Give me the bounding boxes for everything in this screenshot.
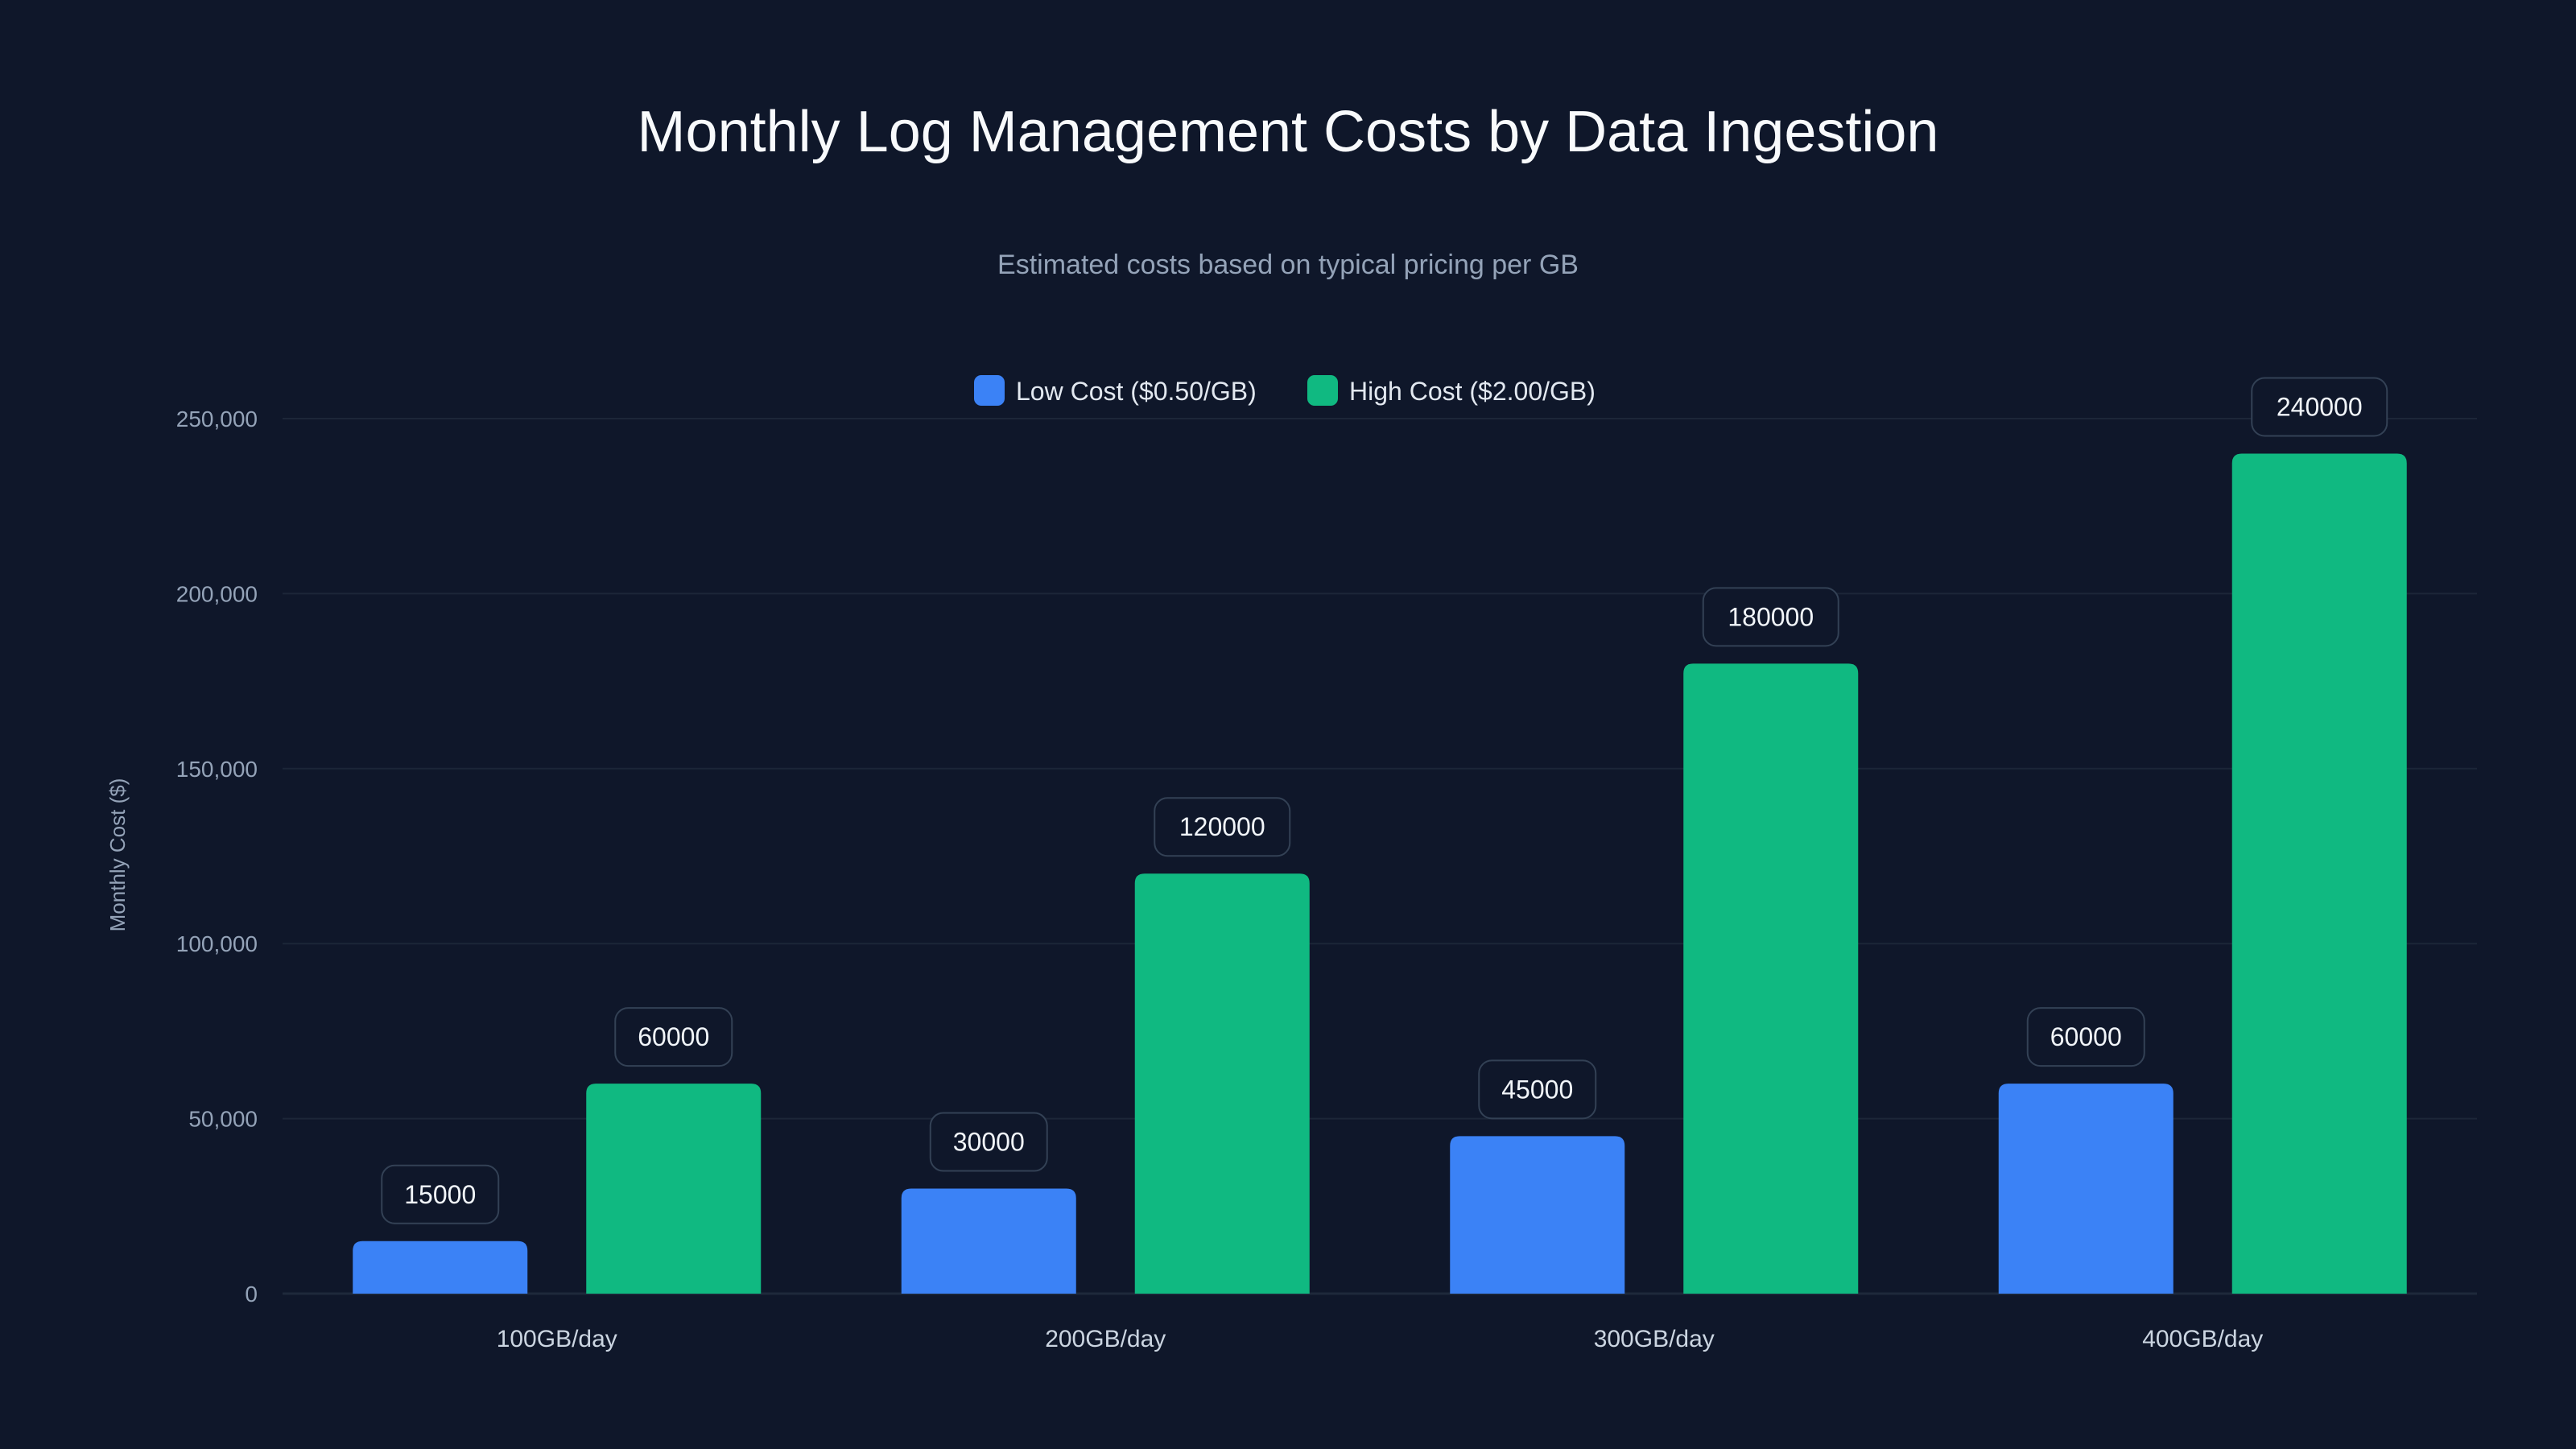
bar-high: [2231, 453, 2407, 1294]
data-label: 240000: [2277, 392, 2363, 421]
data-label: 180000: [1728, 602, 1814, 631]
data-label-box: [1154, 797, 1291, 857]
x-tick-label: 300GB/day: [1594, 1326, 1715, 1352]
data-label: 60000: [638, 1022, 709, 1051]
y-axis-title: Monthly Cost ($): [105, 778, 130, 932]
data-label-box: [929, 1112, 1048, 1172]
x-axis-ticks: 100GB/day 200GB/day 300GB/day 400GB/day: [497, 1326, 2264, 1352]
chart-title: Monthly Log Management Costs by Data Ing…: [638, 100, 1939, 164]
y-axis-ticks: 0 50,000 100,000 150,000 200,000 250,000: [176, 407, 258, 1307]
bar-high: [1683, 663, 1859, 1294]
bars: [353, 453, 2407, 1294]
data-label: 60000: [2050, 1022, 2122, 1051]
y-tick-label: 50,000: [188, 1107, 258, 1132]
x-tick-label: 200GB/day: [1045, 1326, 1166, 1352]
data-label: 45000: [1501, 1075, 1573, 1104]
legend-swatch: [1307, 375, 1338, 406]
data-label-box: [1478, 1059, 1597, 1120]
x-tick-label: 400GB/day: [2142, 1326, 2263, 1352]
legend-swatch: [974, 375, 1005, 406]
data-labels: 15000 60000 30000 120000 45000 180000 60000 240…: [381, 377, 2388, 1224]
legend-label: High Cost ($2.00/GB): [1349, 377, 1596, 406]
data-label-box: [381, 1164, 500, 1224]
legend: Low Cost ($0.50/GB) High Cost ($2.00/GB): [974, 375, 1596, 406]
bar-high: [586, 1084, 762, 1294]
data-label-box: [614, 1007, 733, 1067]
y-tick-label: 150,000: [176, 757, 258, 782]
bar-low: [1450, 1136, 1625, 1294]
data-label-box: [2026, 1007, 2145, 1067]
bar-high: [1134, 873, 1310, 1294]
y-tick-label: 0: [245, 1282, 258, 1307]
y-tick-label: 200,000: [176, 581, 258, 606]
data-label-box: [2251, 377, 2388, 437]
bar-low: [1998, 1084, 2174, 1294]
y-tick-label: 100,000: [176, 931, 258, 956]
legend-label: Low Cost ($0.50/GB): [1016, 377, 1257, 406]
data-label: 15000: [404, 1180, 476, 1209]
y-tick-label: 250,000: [176, 407, 258, 431]
data-label: 120000: [1179, 812, 1265, 841]
x-tick-label: 100GB/day: [497, 1326, 617, 1352]
chart-subtitle: Estimated costs based on typical pricing…: [997, 250, 1579, 280]
data-label: 30000: [953, 1128, 1025, 1157]
data-label-box: [1702, 587, 1839, 647]
bar-low: [353, 1241, 528, 1294]
bar-low: [901, 1188, 1076, 1294]
